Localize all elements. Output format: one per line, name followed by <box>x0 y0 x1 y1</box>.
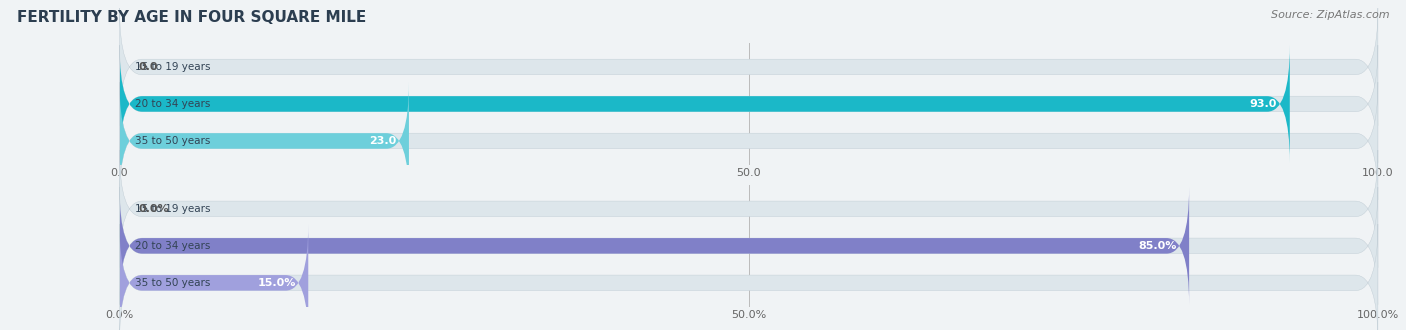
FancyBboxPatch shape <box>120 8 1378 126</box>
Text: 35 to 50 years: 35 to 50 years <box>135 278 209 288</box>
FancyBboxPatch shape <box>120 150 1378 268</box>
FancyBboxPatch shape <box>120 187 1189 305</box>
FancyBboxPatch shape <box>120 82 409 200</box>
Text: 20 to 34 years: 20 to 34 years <box>135 241 209 251</box>
Text: 20 to 34 years: 20 to 34 years <box>135 99 209 109</box>
Text: 15 to 19 years: 15 to 19 years <box>135 62 209 72</box>
FancyBboxPatch shape <box>120 82 1378 200</box>
FancyBboxPatch shape <box>120 45 1289 163</box>
Text: Source: ZipAtlas.com: Source: ZipAtlas.com <box>1271 10 1389 20</box>
Text: 0.0: 0.0 <box>138 62 157 72</box>
Text: 15.0%: 15.0% <box>257 278 295 288</box>
Text: 23.0: 23.0 <box>370 136 396 146</box>
FancyBboxPatch shape <box>120 45 1378 163</box>
Text: FERTILITY BY AGE IN FOUR SQUARE MILE: FERTILITY BY AGE IN FOUR SQUARE MILE <box>17 10 366 25</box>
Text: 35 to 50 years: 35 to 50 years <box>135 136 209 146</box>
FancyBboxPatch shape <box>120 187 1378 305</box>
FancyBboxPatch shape <box>120 224 308 330</box>
Text: 0.0%: 0.0% <box>138 204 169 214</box>
Text: 85.0%: 85.0% <box>1139 241 1177 251</box>
Text: 15 to 19 years: 15 to 19 years <box>135 204 209 214</box>
Text: 93.0: 93.0 <box>1250 99 1277 109</box>
FancyBboxPatch shape <box>120 224 1378 330</box>
